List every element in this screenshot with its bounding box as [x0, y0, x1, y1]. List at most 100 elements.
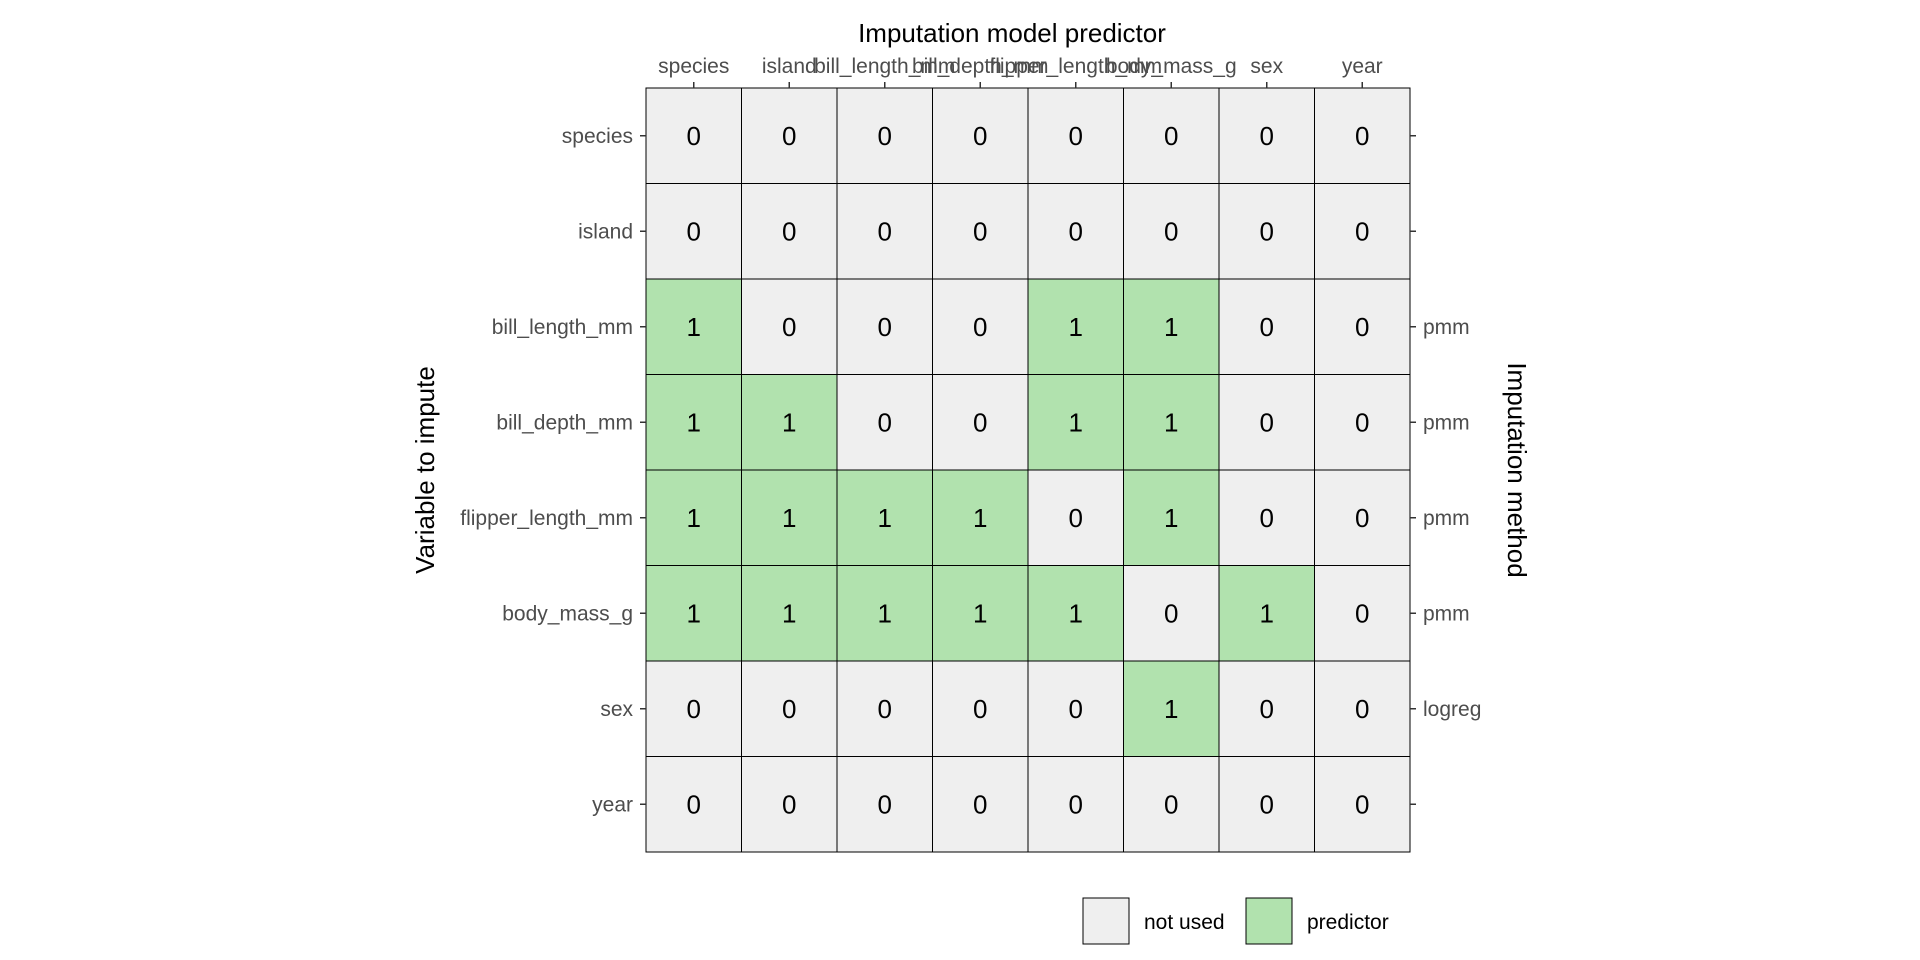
- heatmap-cell: [1314, 660, 1411, 757]
- heatmap-cell: [741, 756, 838, 853]
- heatmap-cell: [741, 565, 838, 662]
- column-tick-label: island: [762, 55, 817, 78]
- heatmap-cell: [836, 565, 933, 662]
- cell-value-label: 0: [1355, 789, 1369, 819]
- method-tick-label: pmm: [1423, 411, 1470, 434]
- row-tick-label: year: [592, 793, 633, 816]
- cell-value-label: 0: [1260, 503, 1274, 533]
- legend: not used predictor: [1082, 897, 1389, 945]
- cell-value-label: 0: [687, 216, 701, 246]
- heatmap-cell: [932, 278, 1029, 375]
- cell-value-label: 0: [782, 312, 796, 342]
- heatmap-cell: [1027, 278, 1124, 375]
- column-tick-label: bill_depth_mm: [912, 55, 1049, 78]
- cell-value-label: 0: [878, 121, 892, 151]
- chart-title: Imputation model predictor: [858, 18, 1166, 48]
- cell-value-label: 0: [1260, 121, 1274, 151]
- cell-value-label: 0: [973, 312, 987, 342]
- cell-value-label: 0: [1260, 407, 1274, 437]
- cell-value-label: 0: [878, 694, 892, 724]
- row-tick-label: bill_length_mm: [492, 316, 633, 339]
- row-tick-label: sex: [600, 698, 633, 721]
- heatmap-cell: [1027, 660, 1124, 757]
- row-tick-labels: species island bill_length_mm bill_depth_mm…: [460, 125, 646, 816]
- cell-value-label: 1: [687, 312, 701, 342]
- heatmap-cell: [645, 660, 742, 757]
- cell-value-label: 0: [1260, 694, 1274, 724]
- cell-value-label: 0: [973, 694, 987, 724]
- row-tick-label: bill_depth_mm: [496, 411, 633, 434]
- heatmap-cell: [645, 278, 742, 375]
- heatmap-cell: [1314, 87, 1411, 184]
- heatmap-cell: [645, 87, 742, 184]
- heatmap-cell: [932, 469, 1029, 566]
- heatmap-cell: [741, 278, 838, 375]
- cell-value-label: 0: [782, 694, 796, 724]
- heatmap-cells: 0 0 0 0 0 0 0 0 0 0 0 0 0 0 0 0 1 0 0 0 1 1 0 0 1 1 0 0 1 1 0 0 1 1 1 1 0 1 0 0…: [645, 87, 1411, 853]
- cell-value-label: 0: [878, 216, 892, 246]
- heatmap-cell: [1123, 565, 1220, 662]
- cell-value-label: 0: [1260, 789, 1274, 819]
- legend-swatch: [1082, 897, 1130, 945]
- cell-value-label: 1: [1260, 598, 1274, 628]
- cell-value-label: 0: [1164, 789, 1178, 819]
- heatmap-cell: [932, 87, 1029, 184]
- cell-value-label: 1: [878, 503, 892, 533]
- cell-value-label: 1: [687, 407, 701, 437]
- cell-value-label: 0: [973, 121, 987, 151]
- row-tick-label: island: [578, 220, 633, 243]
- cell-value-label: 0: [1164, 121, 1178, 151]
- method-tick-label: logreg: [1423, 698, 1481, 721]
- cell-value-label: 1: [1069, 407, 1083, 437]
- column-tick-label: flipper_length_mm: [989, 55, 1162, 78]
- column-tick-labels: species islandbill_length_mmbill_depth_mm…: [658, 55, 1383, 88]
- cell-value-label: 0: [1355, 407, 1369, 437]
- y-axis-label: Variable to impute: [410, 366, 440, 574]
- heatmap-cell: [1314, 756, 1411, 853]
- heatmap-cell: [1218, 183, 1315, 280]
- cell-value-label: 1: [973, 598, 987, 628]
- row-tick-label: body_mass_g: [502, 602, 633, 625]
- heatmap-cell: [645, 374, 742, 471]
- heatmap-cell: [1123, 87, 1220, 184]
- cell-value-label: 0: [1069, 216, 1083, 246]
- column-tick-label: year: [1342, 55, 1383, 78]
- cell-value-label: 0: [782, 789, 796, 819]
- cell-value-label: 1: [782, 598, 796, 628]
- cell-value-label: 1: [1164, 312, 1178, 342]
- cell-value-label: 0: [782, 216, 796, 246]
- heatmap-cell: [1123, 756, 1220, 853]
- cell-value-label: 1: [1164, 503, 1178, 533]
- cell-value-label: 0: [1164, 216, 1178, 246]
- heatmap-cell: [1027, 565, 1124, 662]
- cell-value-label: 0: [1355, 216, 1369, 246]
- row-tick-label: flipper_length_mm: [460, 507, 633, 530]
- heatmap-cell: [1027, 469, 1124, 566]
- heatmap-cell: [1218, 469, 1315, 566]
- y2-axis-label: Imputation method: [1502, 362, 1532, 577]
- cell-value-label: 0: [1069, 694, 1083, 724]
- cell-value-label: 1: [687, 503, 701, 533]
- cell-value-label: 0: [782, 121, 796, 151]
- method-tick-label: pmm: [1423, 316, 1470, 339]
- heatmap-cell: [1218, 374, 1315, 471]
- heatmap-cell: [836, 660, 933, 757]
- heatmap-cell: [1218, 565, 1315, 662]
- heatmap-cell: [836, 469, 933, 566]
- heatmap-cell: [1123, 660, 1220, 757]
- column-tick-label: species: [658, 55, 729, 78]
- column-tick-label: sex: [1250, 55, 1283, 78]
- heatmap-cell: [932, 374, 1029, 471]
- cell-value-label: 0: [687, 789, 701, 819]
- cell-value-label: 1: [1164, 407, 1178, 437]
- heatmap-cell: [1027, 374, 1124, 471]
- cell-value-label: 1: [878, 598, 892, 628]
- cell-value-label: 1: [687, 598, 701, 628]
- heatmap-cell: [1218, 660, 1315, 757]
- method-tick-labels: pmm pmm pmm pmm logreg: [1410, 135, 1481, 805]
- cell-value-label: 0: [1355, 694, 1369, 724]
- heatmap-cell: [1314, 183, 1411, 280]
- cell-value-label: 0: [1260, 216, 1274, 246]
- cell-value-label: 1: [1069, 312, 1083, 342]
